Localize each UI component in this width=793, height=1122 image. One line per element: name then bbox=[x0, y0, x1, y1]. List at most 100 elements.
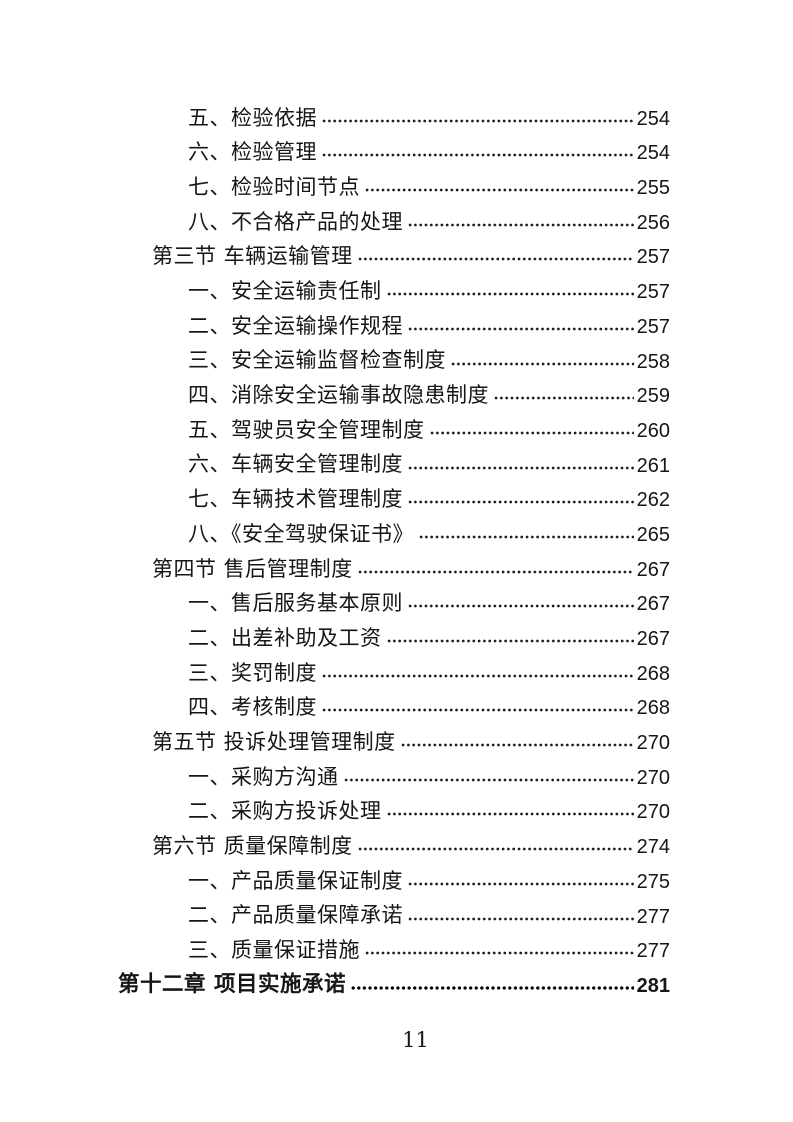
dot-leader bbox=[408, 915, 634, 922]
toc-entry-page: 267 bbox=[636, 558, 670, 581]
toc-entry-page: 262 bbox=[636, 489, 670, 512]
toc-entry-title: 一、售后服务基本原则 bbox=[188, 591, 403, 616]
dot-leader bbox=[365, 950, 634, 957]
toc-entry-page: 256 bbox=[636, 211, 670, 234]
toc-entry-page: 261 bbox=[636, 454, 670, 477]
toc-entry-page: 267 bbox=[636, 593, 670, 616]
toc-entry-title: 第十二章 项目实施承诺 bbox=[118, 972, 346, 998]
dot-leader bbox=[451, 360, 634, 367]
toc-entry-page: 254 bbox=[636, 142, 670, 165]
toc-entry[interactable]: 二、采购方投诉处理 270 bbox=[188, 792, 670, 827]
toc-entry[interactable]: 第四节 售后管理制度 267 bbox=[152, 549, 670, 584]
toc-entry-title: 一、产品质量保证制度 bbox=[188, 868, 403, 893]
toc-entry-title: 第三节 车辆运输管理 bbox=[152, 244, 353, 269]
toc-entry[interactable]: 第六节 质量保障制度 274 bbox=[152, 826, 670, 861]
toc-entry[interactable]: 三、安全运输监督检查制度 258 bbox=[188, 341, 670, 376]
toc-entry-title: 二、出差补助及工资 bbox=[188, 625, 382, 650]
dot-leader bbox=[408, 603, 634, 610]
toc-entry-title: 五、驾驶员安全管理制度 bbox=[188, 417, 425, 442]
toc-entry-title: 七、车辆技术管理制度 bbox=[188, 487, 403, 512]
toc-entry-page: 274 bbox=[636, 836, 670, 859]
toc-entry[interactable]: 一、售后服务基本原则 267 bbox=[188, 584, 670, 619]
toc-entry[interactable]: 二、出差补助及工资 267 bbox=[188, 618, 670, 653]
dot-leader bbox=[386, 638, 634, 644]
dot-leader bbox=[400, 742, 634, 749]
dot-leader bbox=[322, 672, 634, 679]
toc-entry-page: 277 bbox=[636, 940, 670, 963]
toc-entry[interactable]: 一、采购方沟通 270 bbox=[188, 757, 670, 792]
toc-entry[interactable]: 四、考核制度 268 bbox=[188, 688, 670, 723]
dot-leader bbox=[408, 325, 634, 332]
toc-entry-title: 第五节 投诉处理管理制度 bbox=[152, 729, 396, 754]
toc-entry-title: 七、检验时间节点 bbox=[188, 174, 360, 199]
toc-entry[interactable]: 第三节 车辆运输管理 257 bbox=[152, 237, 670, 272]
toc-entry-page: 260 bbox=[636, 419, 670, 442]
toc-entry-title: 三、质量保证措施 bbox=[188, 938, 360, 963]
dot-leader bbox=[494, 395, 634, 402]
toc-entry-page: 268 bbox=[636, 697, 670, 720]
toc-entry[interactable]: 五、检验依据 254 bbox=[188, 98, 670, 133]
toc-entry-page: 268 bbox=[636, 662, 670, 685]
toc-entry[interactable]: 八、《安全驾驶保证书》 265 bbox=[188, 514, 670, 549]
toc-entry[interactable]: 一、安全运输责任制 257 bbox=[188, 271, 670, 306]
toc-entry[interactable]: 六、检验管理 254 bbox=[188, 133, 670, 168]
toc-entry-page: 275 bbox=[636, 870, 670, 893]
dot-leader bbox=[408, 464, 634, 471]
toc-entry-title: 三、奖罚制度 bbox=[188, 660, 317, 685]
dot-leader bbox=[408, 880, 634, 887]
toc-entry-title: 四、考核制度 bbox=[188, 695, 317, 720]
toc-entry[interactable]: 八、不合格产品的处理 256 bbox=[188, 202, 670, 237]
toc-entry[interactable]: 六、车辆安全管理制度 261 bbox=[188, 445, 670, 480]
toc-entry-page: 258 bbox=[636, 350, 670, 373]
toc-entry-title: 二、采购方投诉处理 bbox=[188, 799, 382, 824]
toc-entry[interactable]: 七、车辆技术管理制度 262 bbox=[188, 480, 670, 515]
dot-leader bbox=[322, 152, 634, 159]
dot-leader bbox=[386, 811, 634, 818]
toc-entry[interactable]: 第十二章 项目实施承诺 281 bbox=[118, 965, 670, 1000]
toc-entry-title: 三、安全运输监督检查制度 bbox=[188, 348, 446, 373]
toc-entry-page: 267 bbox=[636, 628, 670, 650]
toc-entry[interactable]: 二、安全运输操作规程 257 bbox=[188, 306, 670, 341]
toc-entry[interactable]: 三、质量保证措施 277 bbox=[188, 931, 670, 966]
toc-entry[interactable]: 第五节 投诉处理管理制度 270 bbox=[152, 722, 670, 757]
toc-entry-title: 第六节 质量保障制度 bbox=[152, 834, 353, 859]
toc-entry-page: 257 bbox=[636, 246, 670, 269]
toc-entry[interactable]: 二、产品质量保障承诺 277 bbox=[188, 896, 670, 931]
dot-leader bbox=[408, 221, 634, 228]
toc-entry-title: 六、车辆安全管理制度 bbox=[188, 452, 403, 477]
toc-entry-title: 一、安全运输责任制 bbox=[188, 279, 382, 304]
dot-leader bbox=[357, 846, 634, 853]
dot-leader bbox=[343, 776, 634, 783]
toc-entry-title: 第四节 售后管理制度 bbox=[152, 556, 353, 581]
toc-entry-title: 四、消除安全运输事故隐患制度 bbox=[188, 383, 489, 408]
toc-entry[interactable]: 四、消除安全运输事故隐患制度 259 bbox=[188, 376, 670, 411]
dot-leader bbox=[322, 707, 634, 714]
toc-entry-title: 二、安全运输操作规程 bbox=[188, 313, 403, 338]
toc-entry-title: 五、检验依据 bbox=[188, 105, 317, 130]
toc-entry-title: 二、产品质量保障承诺 bbox=[188, 903, 403, 928]
dot-leader bbox=[357, 256, 634, 263]
toc-entry-title: 八、不合格产品的处理 bbox=[188, 209, 403, 234]
dot-leader bbox=[429, 429, 634, 436]
toc-entry-page: 255 bbox=[636, 177, 670, 200]
toc-entry-page: 277 bbox=[636, 905, 670, 928]
toc-entry-page: 270 bbox=[636, 801, 670, 824]
toc-entry-title: 六、检验管理 bbox=[188, 140, 317, 165]
dot-leader bbox=[386, 291, 634, 298]
toc-entry-title: 八、《安全驾驶保证书》 bbox=[188, 521, 414, 546]
toc-entry[interactable]: 七、检验时间节点 255 bbox=[188, 167, 670, 202]
toc-entry[interactable]: 五、驾驶员安全管理制度 260 bbox=[188, 410, 670, 445]
toc-entry-page: 257 bbox=[636, 281, 670, 304]
dot-leader bbox=[351, 984, 634, 991]
dot-leader bbox=[365, 187, 634, 194]
dot-leader bbox=[322, 117, 634, 124]
toc-entry-page: 259 bbox=[636, 385, 670, 408]
toc-entry-page: 270 bbox=[636, 766, 670, 789]
dot-leader bbox=[357, 568, 634, 575]
toc-list: 五、检验依据 254 六、检验管理 254 七、检验时间节点 255 八、不合格… bbox=[118, 98, 670, 1000]
toc-entry-title: 一、采购方沟通 bbox=[188, 764, 339, 789]
toc-entry[interactable]: 一、产品质量保证制度 275 bbox=[188, 861, 670, 896]
toc-entry[interactable]: 三、奖罚制度 268 bbox=[188, 653, 670, 688]
toc-entry-page: 257 bbox=[636, 315, 670, 338]
